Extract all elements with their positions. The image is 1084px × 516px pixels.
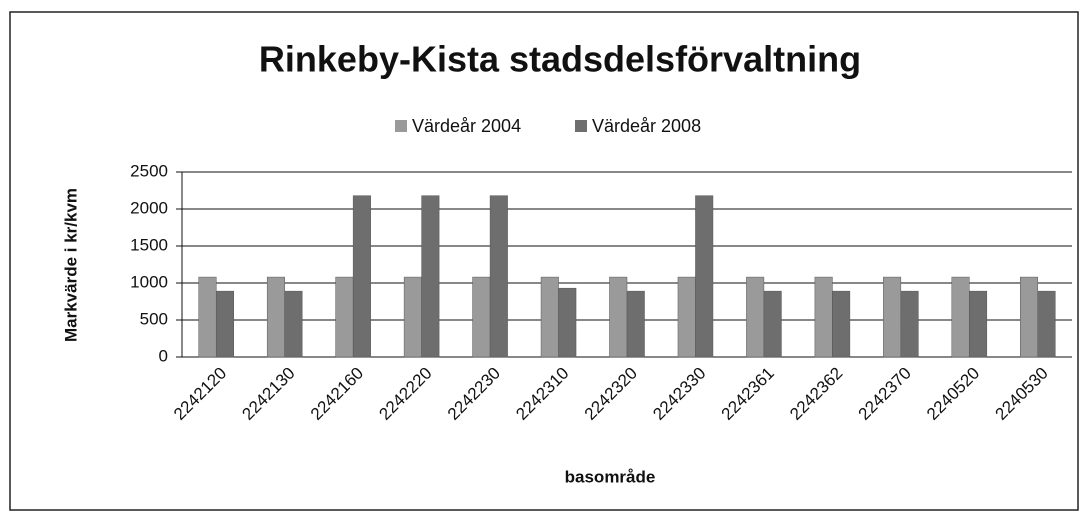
x-axis-title: basområde bbox=[565, 467, 656, 486]
y-tick-label: 0 bbox=[159, 346, 168, 365]
x-tick-label: 2242220 bbox=[375, 364, 435, 424]
x-tick-label: 2242330 bbox=[649, 364, 709, 424]
bar bbox=[421, 195, 440, 358]
bar bbox=[832, 290, 851, 358]
x-tick-label: 2240530 bbox=[992, 364, 1052, 424]
legend-label: Värdeår 2008 bbox=[592, 116, 701, 136]
bar bbox=[198, 276, 217, 358]
x-tick-label: 2242362 bbox=[786, 364, 846, 424]
bar bbox=[1020, 276, 1039, 358]
x-tick-label: 2242310 bbox=[512, 364, 572, 424]
y-tick-label: 500 bbox=[140, 309, 168, 328]
bar bbox=[266, 276, 285, 358]
bar bbox=[695, 195, 714, 358]
bar bbox=[677, 276, 696, 358]
bar bbox=[335, 276, 354, 358]
bar bbox=[883, 276, 902, 358]
bar bbox=[558, 287, 577, 358]
y-tick-label: 2000 bbox=[130, 198, 168, 217]
bar bbox=[900, 290, 919, 358]
x-tick-label: 2242320 bbox=[581, 364, 641, 424]
bar bbox=[1037, 290, 1056, 358]
bar bbox=[763, 290, 782, 358]
bar bbox=[609, 276, 628, 358]
bar bbox=[352, 195, 371, 358]
bar bbox=[969, 290, 988, 358]
bar bbox=[472, 276, 491, 358]
bar bbox=[540, 276, 559, 358]
x-tick-label: 2242160 bbox=[307, 364, 367, 424]
y-axis-title: Markvärde i kr/kvm bbox=[61, 188, 80, 342]
x-tick-label: 2242130 bbox=[238, 364, 298, 424]
x-tick-label: 2242120 bbox=[170, 364, 230, 424]
y-tick-label: 1500 bbox=[130, 235, 168, 254]
bar bbox=[951, 276, 970, 358]
bar bbox=[746, 276, 765, 358]
bar bbox=[814, 276, 833, 358]
x-tick-label: 2242230 bbox=[444, 364, 504, 424]
legend-swatch bbox=[395, 120, 407, 132]
bar bbox=[403, 276, 422, 358]
chart-title: Rinkeby-Kista stadsdelsförvaltning bbox=[259, 39, 861, 80]
y-tick-label: 2500 bbox=[130, 161, 168, 180]
bar bbox=[284, 290, 303, 358]
bar bbox=[215, 290, 234, 358]
bar bbox=[489, 195, 508, 358]
bar bbox=[626, 290, 645, 358]
legend-swatch bbox=[575, 120, 587, 132]
chart-border bbox=[9, 11, 1079, 511]
x-tick-label: 2240520 bbox=[923, 364, 983, 424]
legend-label: Värdeår 2004 bbox=[412, 116, 521, 136]
y-tick-label: 1000 bbox=[130, 272, 168, 291]
x-tick-label: 2242361 bbox=[718, 364, 778, 424]
x-tick-label: 2242370 bbox=[855, 364, 915, 424]
